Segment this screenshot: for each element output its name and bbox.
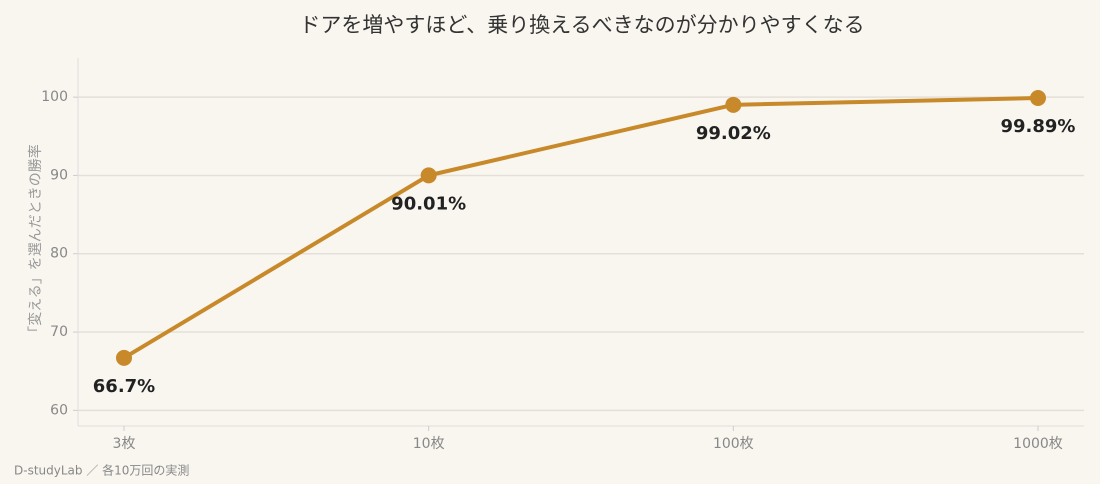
data-line [122,96,1039,360]
x-tick-label: 3枚 [113,436,136,452]
y-tick-label: 100 [41,89,68,105]
data-point [420,167,437,184]
x-tick-label: 10枚 [413,436,445,452]
y-tick-label: 70 [50,324,68,340]
chart-title: ドアを増やすほど、乗り換えるべきなのが分かりやすくなる [299,13,864,37]
data-label: 90.01% [391,193,466,214]
data-point [1030,90,1046,107]
data-label: 99.89% [1001,116,1076,137]
y-tick-label: 60 [50,402,68,418]
y-axis-label: 「変える」を選んだときの勝率 [27,144,44,340]
x-tick-label: 1000枚 [1013,436,1063,452]
y-tick-label: 90 [50,167,68,183]
y-tick-label: 80 [50,246,68,262]
source-note: D-studyLab ／ 各10万回の実測 [14,463,189,478]
data-label: 66.7% [93,376,155,397]
data-label: 99.02% [696,123,771,144]
data-point [116,349,132,366]
x-tick-label: 100枚 [713,436,754,452]
data-point [725,96,742,113]
